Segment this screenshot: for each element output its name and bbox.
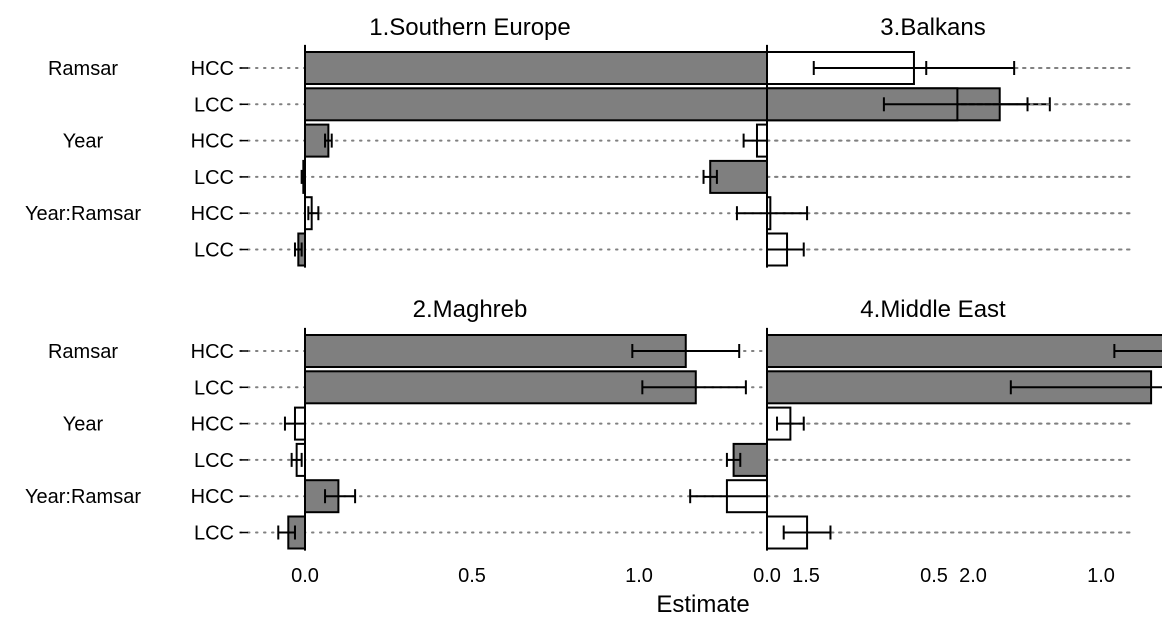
x-tick-label: 1.0 [1087,565,1115,587]
row-label-hcc: HCC [191,58,234,80]
bar [304,370,697,405]
row-label-hcc: HCC [191,131,234,153]
x-tick-label: 0.5 [920,565,948,587]
row-label-lcc: LCC [194,240,234,262]
panel-title: 2.Maghreb [413,296,528,323]
x-tick-label: 0.5 [458,565,486,587]
x-tick-label: 0.0 [753,565,781,587]
group-label-year: Year [63,131,104,153]
group-label-year-ramsar: Year:Ramsar [25,203,141,225]
panel-1: 1.Southern Europe [239,14,1131,268]
bar [766,334,1162,368]
panel-title: 1.Southern Europe [369,14,570,41]
row-label-lcc: LCC [194,523,234,545]
panel-title: 4.Middle East [860,296,1006,323]
x-tick-label: 1.5 [792,565,820,587]
bar [709,159,768,194]
panel-4: 4.Middle East [689,296,1162,551]
row-label-lcc: LCC [194,450,234,472]
x-tick-label: 1.0 [625,565,653,587]
row-label-hcc: HCC [191,203,234,225]
panel-2: 3.Balkans [702,14,1131,268]
x-tick-label: 2.0 [959,565,987,587]
group-label-ramsar: Ramsar [48,341,118,363]
row-label-lcc: LCC [194,94,234,116]
row-label-lcc: LCC [194,377,234,399]
row-label-hcc: HCC [191,341,234,363]
row-label-lcc: LCC [194,167,234,189]
bar [304,334,687,368]
row-label-hcc: HCC [191,414,234,436]
x-tick-label: 0.0 [291,565,319,587]
group-label-ramsar: Ramsar [48,58,118,80]
x-axis-title: Estimate [656,591,749,618]
panel-3: 2.Maghreb [239,296,1131,551]
group-label-year-ramsar: Year:Ramsar [25,486,141,508]
panel-title: 3.Balkans [880,14,985,41]
group-label-year: Year [63,414,104,436]
row-label-hcc: HCC [191,486,234,508]
